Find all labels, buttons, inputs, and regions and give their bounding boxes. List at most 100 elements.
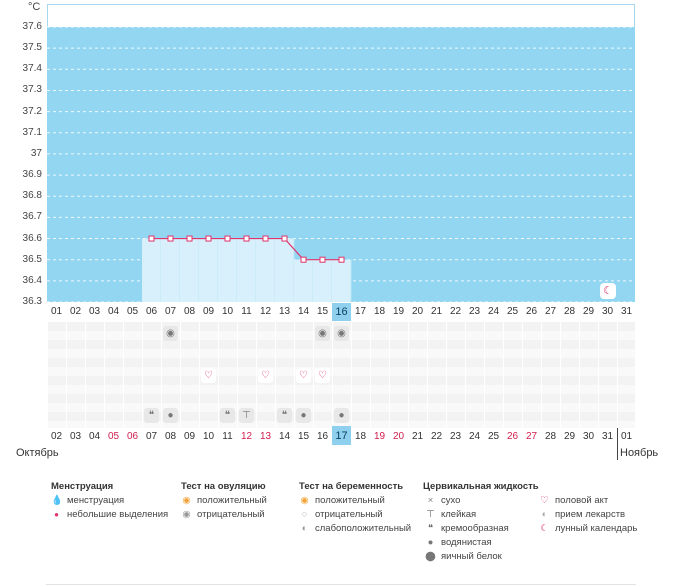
date-label[interactable]: 31 [601, 431, 614, 442]
date-label[interactable]: 15 [297, 431, 310, 442]
date-label[interactable]: 11 [222, 431, 233, 442]
date-label[interactable]: 13 [259, 431, 272, 442]
cycle-day-label[interactable]: 31 [620, 306, 633, 317]
temperature-chart [47, 26, 635, 302]
date-label[interactable]: 21 [411, 431, 424, 442]
temperature-column [313, 259, 332, 302]
heart-icon[interactable]: ♡ [296, 368, 311, 383]
cycle-day-label[interactable]: 24 [487, 306, 500, 317]
cycle-day-label[interactable]: 25 [506, 306, 519, 317]
watery-icon[interactable]: ● [163, 408, 178, 423]
y-tick-label: 37.4 [22, 63, 42, 75]
legend-fluid-title: Цервикальная жидкость [423, 481, 539, 492]
negative-test-icon[interactable]: ◉ [163, 326, 178, 341]
moon-icon: ☾ [600, 283, 616, 299]
date-label[interactable]: 08 [164, 431, 177, 442]
temperature-column [161, 238, 180, 302]
temperature-column [332, 259, 351, 302]
cycle-day-label[interactable]: 11 [241, 306, 252, 317]
cycle-day-label[interactable]: 06 [145, 306, 158, 317]
cycle-day-label[interactable]: 18 [373, 306, 386, 317]
negative-test-icon[interactable]: ◉ [334, 326, 349, 341]
eggwhite-icon: ⬤ [425, 551, 436, 562]
pregnancy-weak-icon: ◐ [301, 523, 308, 534]
pill-icon: ◐ [541, 509, 548, 520]
cycle-day-label[interactable]: 07 [164, 306, 177, 317]
date-label[interactable]: 05 [107, 431, 120, 442]
cycle-day-label[interactable]: 13 [278, 306, 291, 317]
date-label[interactable]: 24 [468, 431, 481, 442]
date-label[interactable]: 12 [240, 431, 253, 442]
watery-icon[interactable]: ● [334, 408, 349, 423]
cycle-day-label[interactable]: 17 [354, 306, 367, 317]
watery-icon[interactable]: ● [296, 408, 311, 423]
heart-icon[interactable]: ♡ [201, 368, 216, 383]
cycle-day-label[interactable]: 30 [601, 306, 614, 317]
date-label[interactable]: 02 [50, 431, 63, 442]
y-tick-label: 36.7 [22, 211, 42, 223]
cycle-day-label[interactable]: 22 [449, 306, 462, 317]
cycle-day-label[interactable]: 04 [107, 306, 120, 317]
cycle-day-label[interactable]: 09 [202, 306, 215, 317]
temperature-point [281, 235, 288, 242]
cycle-day-label[interactable]: 12 [259, 306, 272, 317]
date-label[interactable]: 18 [354, 431, 367, 442]
cycle-day-label[interactable]: 29 [582, 306, 595, 317]
legend-ovulation-title: Тест на овуляцию [181, 481, 266, 492]
cycle-day-label[interactable]: 23 [468, 306, 481, 317]
temperature-point [167, 235, 174, 242]
legend-item-ovulation-positive: ◉ положительный [182, 495, 267, 506]
cycle-day-label[interactable]: 16 [332, 303, 351, 321]
cycle-day-label[interactable]: 20 [411, 306, 424, 317]
date-label[interactable]: 07 [145, 431, 158, 442]
date-label[interactable]: 27 [525, 431, 538, 442]
cycle-day-label[interactable]: 15 [316, 306, 329, 317]
date-label[interactable]: 01 [620, 431, 633, 442]
y-tick-label: 37.2 [22, 105, 42, 117]
cycle-day-label[interactable]: 27 [544, 306, 557, 317]
date-label[interactable]: 09 [183, 431, 196, 442]
creamy-icon[interactable]: ❝ [277, 408, 292, 423]
temperature-point [205, 235, 212, 242]
legend-item-watery: ● водянистая [425, 537, 492, 548]
date-label[interactable]: 20 [392, 431, 405, 442]
cycle-day-label[interactable]: 10 [221, 306, 234, 317]
cycle-day-label[interactable]: 02 [69, 306, 82, 317]
y-tick-label: 37.1 [22, 126, 42, 138]
cycle-day-label[interactable]: 08 [183, 306, 196, 317]
date-label[interactable]: 29 [563, 431, 576, 442]
date-label[interactable]: 22 [430, 431, 443, 442]
date-label[interactable]: 17 [332, 426, 351, 445]
date-label[interactable]: 10 [202, 431, 215, 442]
cycle-day-label[interactable]: 01 [50, 306, 63, 317]
cycle-day-label[interactable]: 03 [88, 306, 101, 317]
date-label[interactable]: 06 [126, 431, 139, 442]
temperature-point [243, 235, 250, 242]
date-label[interactable]: 16 [316, 431, 329, 442]
cycle-day-label[interactable]: 21 [430, 306, 443, 317]
temperature-column [237, 238, 256, 302]
negative-test-icon[interactable]: ◉ [315, 326, 330, 341]
date-label[interactable]: 23 [449, 431, 462, 442]
date-row: 02 03 04 05 06 07 08 09 10 11 12 13 14 15 16 17 18 19 20 21… [47, 426, 635, 446]
cycle-day-label[interactable]: 05 [126, 306, 139, 317]
date-label[interactable]: 28 [544, 431, 557, 442]
date-label[interactable]: 04 [88, 431, 101, 442]
date-label[interactable]: 25 [487, 431, 500, 442]
cycle-day-label[interactable]: 14 [297, 306, 310, 317]
y-tick-label: 37.5 [22, 42, 42, 54]
cycle-day-label[interactable]: 26 [525, 306, 538, 317]
date-label[interactable]: 14 [278, 431, 291, 442]
creamy-icon[interactable]: ❝ [144, 408, 159, 423]
date-label[interactable]: 19 [373, 431, 386, 442]
legend: Менструация 💧 менструация ● небольшие выде… [46, 474, 637, 585]
date-label[interactable]: 03 [69, 431, 82, 442]
cycle-day-label[interactable]: 19 [392, 306, 405, 317]
cycle-day-label[interactable]: 28 [563, 306, 576, 317]
creamy-icon[interactable]: ❝ [220, 408, 235, 423]
date-label[interactable]: 26 [506, 431, 519, 442]
heart-icon[interactable]: ♡ [258, 368, 273, 383]
heart-icon[interactable]: ♡ [315, 368, 330, 383]
date-label[interactable]: 30 [582, 431, 595, 442]
sticky-icon[interactable]: ⊤ [239, 408, 254, 423]
